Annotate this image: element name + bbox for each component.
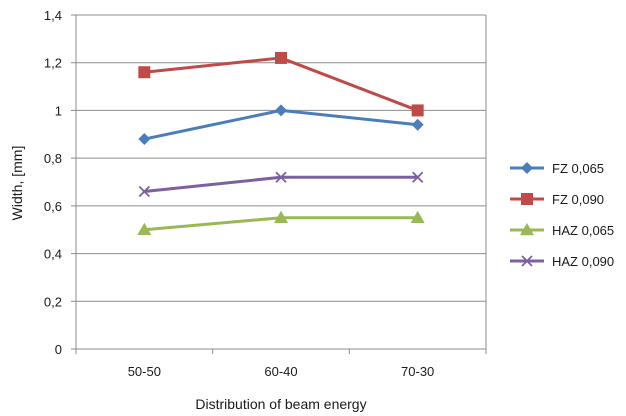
legend-label: FZ 0,065 <box>552 161 604 176</box>
data-point <box>274 210 288 224</box>
y-tick-label: 0,4 <box>44 247 62 262</box>
y-axis-title: Width, [mm] <box>9 146 25 221</box>
legend-item: FZ 0,065 <box>510 161 604 176</box>
data-point <box>138 66 151 79</box>
x-axis-ticks: 50-50 60-40 70-30 <box>75 349 487 379</box>
y-tick-label: 1 <box>55 103 62 118</box>
x-tick-label: 60-40 <box>264 364 297 379</box>
y-axis-ticks: 0 0,2 0,4 0,6 0,8 1 1,2 1,4 <box>44 8 76 357</box>
legend-label: FZ 0,090 <box>552 192 604 207</box>
data-point <box>137 222 152 235</box>
legend-item: HAZ 0,090 <box>510 254 614 269</box>
x-axis-title: Distribution of beam energy <box>195 396 366 412</box>
series-fz-0-065 <box>138 104 424 146</box>
x-tick-label: 70-30 <box>401 364 434 379</box>
legend-marker <box>521 162 533 174</box>
y-tick-label: 0 <box>55 342 62 357</box>
legend-label: HAZ 0,090 <box>552 254 614 269</box>
legend-marker <box>521 193 533 205</box>
data-point <box>138 133 151 146</box>
series-haz-0-090 <box>138 171 424 198</box>
data-point <box>412 171 424 183</box>
legend-marker <box>520 223 534 236</box>
data-point <box>275 51 287 64</box>
legend: FZ 0,065 FZ 0,090 HAZ 0,065 HAZ 0,090 <box>510 161 614 269</box>
y-tick-label: 0,6 <box>44 199 62 214</box>
data-point <box>275 104 287 117</box>
data-point <box>411 118 424 131</box>
data-point <box>275 171 287 183</box>
series-haz-0-065 <box>137 210 425 235</box>
data-point <box>138 185 150 198</box>
x-tick-label: 50-50 <box>128 364 161 379</box>
legend-label: HAZ 0,065 <box>552 223 614 238</box>
y-tick-label: 1,4 <box>44 8 62 23</box>
series-fz-0-090 <box>138 51 424 117</box>
axes <box>75 15 487 350</box>
y-tick-label: 0,8 <box>44 151 62 166</box>
legend-marker <box>521 255 533 267</box>
y-tick-label: 0,2 <box>44 294 62 309</box>
data-point <box>411 104 424 117</box>
data-point <box>410 210 425 224</box>
y-tick-label: 1,2 <box>44 56 62 71</box>
legend-item: HAZ 0,065 <box>510 223 614 238</box>
series-group <box>137 51 425 235</box>
legend-item: FZ 0,090 <box>510 192 604 207</box>
